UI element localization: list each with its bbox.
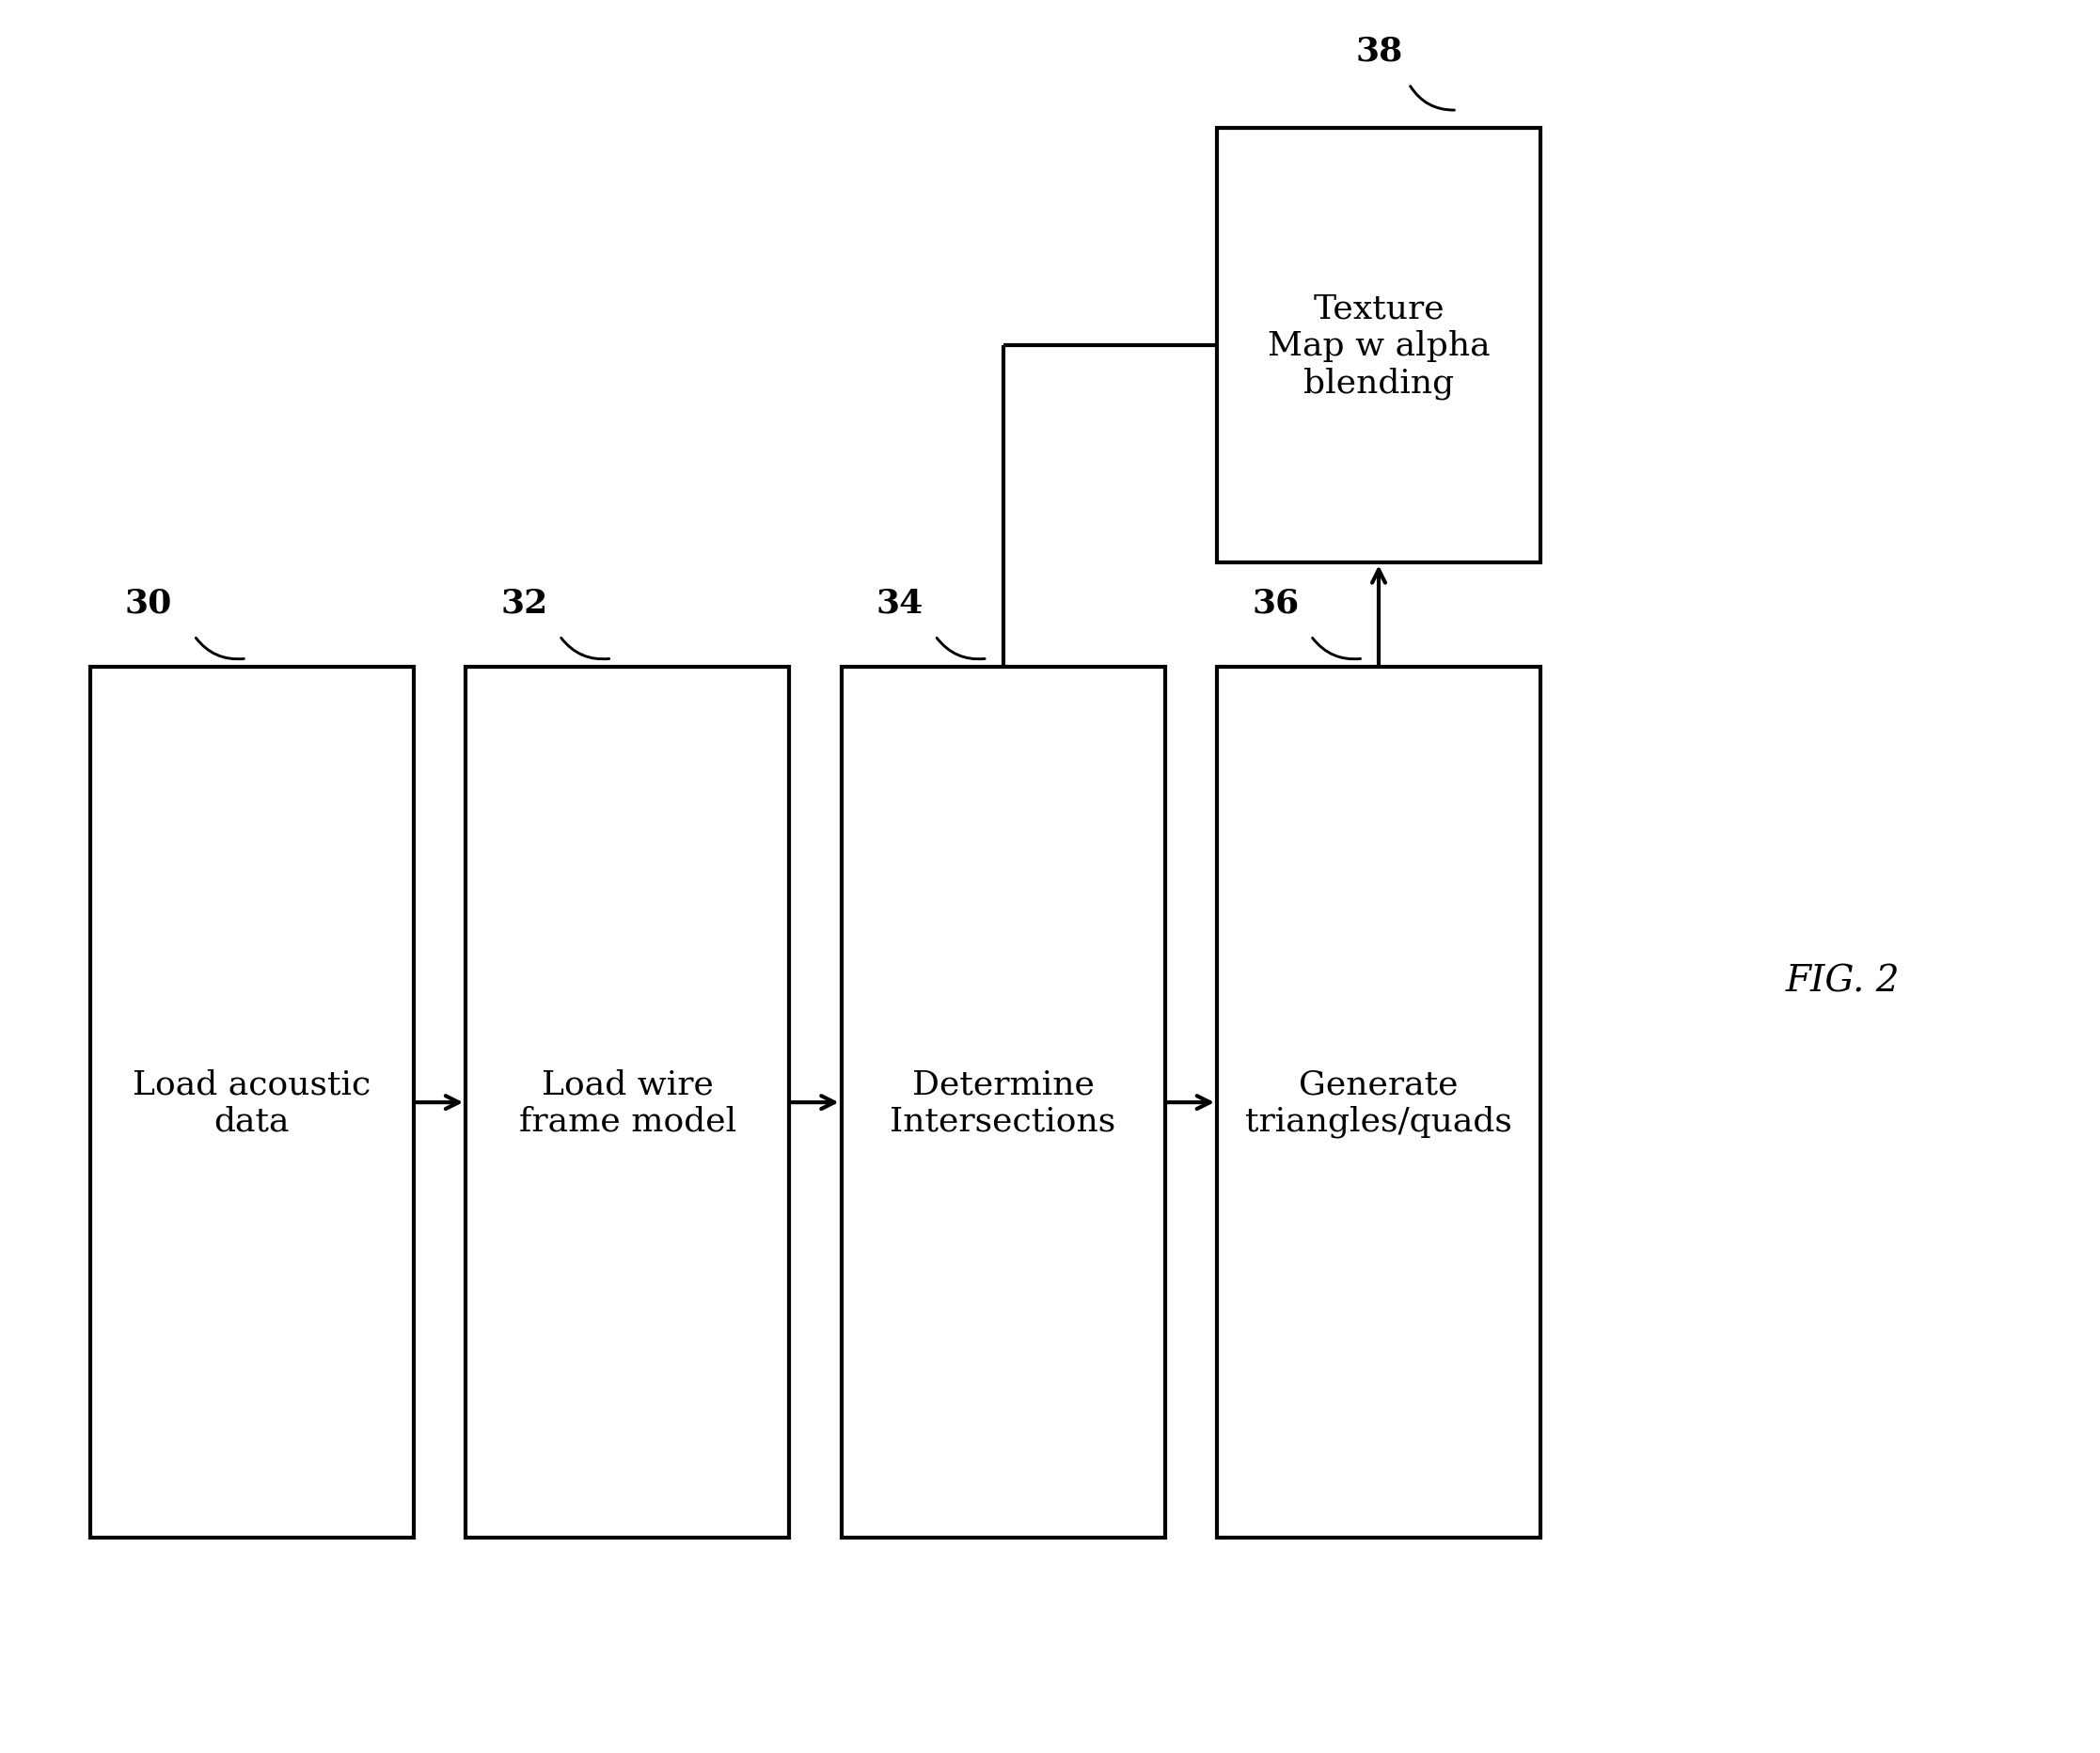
Text: Generate
triangles/quads: Generate triangles/quads [1245, 1068, 1512, 1138]
Text: 38: 38 [1357, 35, 1403, 67]
Text: 32: 32 [500, 587, 548, 619]
Bar [842, 668, 1166, 1537]
Bar [1218, 128, 1541, 563]
Text: 36: 36 [1252, 587, 1300, 619]
Text: Determine
Intersections: Determine Intersections [890, 1068, 1115, 1138]
Text: Load acoustic
data: Load acoustic data [132, 1068, 372, 1138]
Text: 34: 34 [876, 587, 924, 619]
Bar [90, 668, 414, 1537]
Bar [466, 668, 790, 1537]
Text: 30: 30 [124, 587, 172, 619]
Text: FIG. 2: FIG. 2 [1785, 964, 1900, 997]
Bar [1218, 668, 1541, 1537]
Text: Texture
Map w alpha
blending: Texture Map w alpha blending [1268, 293, 1491, 400]
Text: Load wire
frame model: Load wire frame model [519, 1068, 737, 1138]
